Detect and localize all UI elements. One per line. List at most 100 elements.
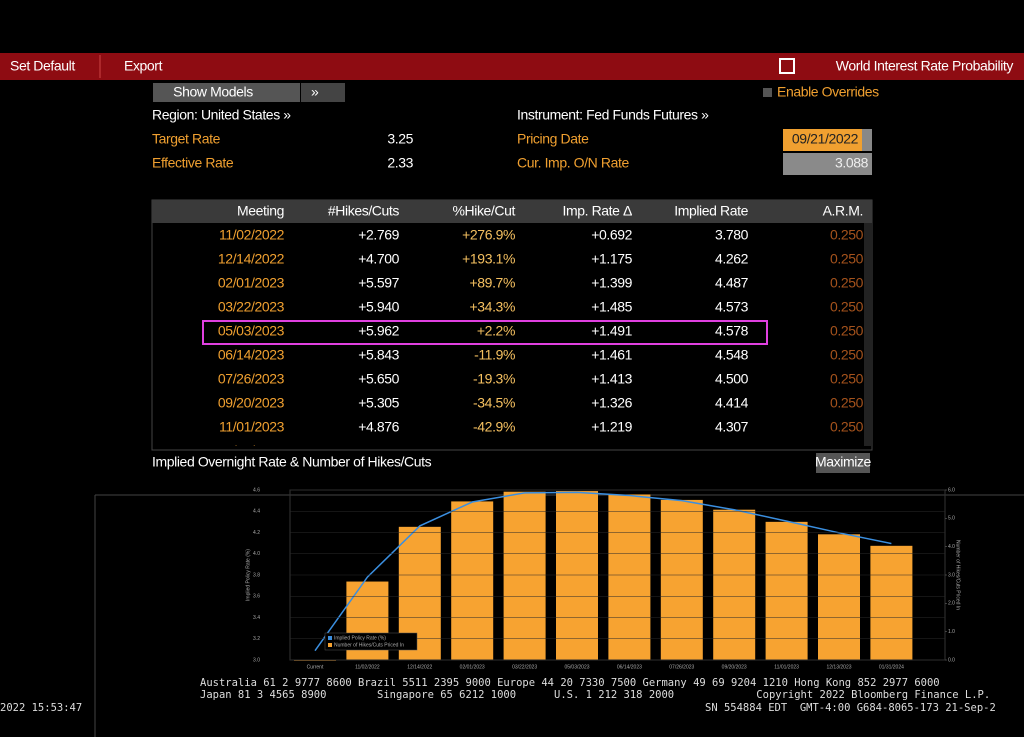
column-header[interactable]: %Hike/Cut [452, 203, 515, 219]
scrollbar[interactable] [864, 223, 872, 446]
y-tick-label: 4.4 [253, 509, 260, 515]
toolbar-button[interactable]: Export [124, 58, 163, 74]
cell: 0.250 [830, 419, 864, 435]
cell: -19.3% [473, 371, 515, 387]
cell: 0.250 [830, 251, 864, 267]
y-tick-label: 3.6 [253, 594, 260, 600]
button-label: Show Models [173, 84, 253, 100]
x-tick-label: 11/02/2022 [355, 664, 380, 670]
maximize-button[interactable] [816, 453, 870, 473]
cell: +5.962 [358, 323, 399, 339]
footer-line: Australia 61 2 9777 8600 Brazil 5511 239… [200, 677, 940, 689]
cell: +4.700 [358, 251, 399, 267]
legend-box [324, 632, 418, 651]
cell: +5.650 [358, 371, 399, 387]
cell: -44.0% [473, 443, 515, 459]
line [314, 491, 892, 652]
footer-line: Japan 81 3 4565 8900 Singapore 65 6212 1… [200, 689, 990, 701]
cell: 4.578 [715, 323, 749, 339]
cell: 02/01/2023 [218, 275, 285, 291]
field-value: 3.25 [387, 131, 413, 147]
cell: 3.780 [715, 227, 749, 243]
rate-input[interactable] [783, 153, 872, 175]
x-tick-label: 09/20/2023 [722, 664, 747, 670]
y2-tick-label: 6.0 [948, 487, 955, 493]
bar [870, 545, 913, 660]
show-models-button[interactable] [153, 83, 300, 102]
bar [818, 534, 860, 660]
cell: +1.175 [591, 251, 632, 267]
checkbox[interactable] [763, 88, 772, 97]
cell: 4.500 [715, 371, 749, 387]
checkbox-label: Enable Overrides [777, 84, 879, 100]
cell: -42.9% [473, 419, 515, 435]
expand-button[interactable] [301, 83, 345, 102]
x-tick-label: Current [307, 664, 324, 670]
timestamp: 2022 15:53:47 [0, 702, 82, 714]
y2-tick-label: 1.0 [948, 629, 955, 635]
y-tick-label: 4.2 [253, 530, 260, 536]
cell: +1.413 [591, 371, 632, 387]
x-tick-label: 02/01/2023 [460, 664, 485, 670]
cell: +1.109 [591, 443, 632, 459]
toolbar-button[interactable]: Set Default [10, 58, 76, 74]
field-label: Effective Rate [152, 155, 234, 171]
row-highlight [202, 320, 768, 345]
cell: 12/14/2022 [218, 251, 285, 267]
window-title: World Interest Rate Probability [836, 58, 1014, 74]
instrument[interactable]: Instrument: Fed Funds Futures » [517, 107, 709, 123]
cell: +0.692 [591, 227, 632, 243]
bar [765, 521, 808, 660]
legend-label: Implied Policy Rate (%) [334, 635, 386, 641]
panel-title: Implied Overnight Rate & Number of Hikes… [152, 454, 432, 470]
cell: 0.250 [830, 395, 864, 411]
legend-swatch [328, 643, 332, 647]
cell: 07/26/2023 [218, 371, 285, 387]
column-header[interactable]: Meeting [237, 203, 284, 219]
y2-tick-label: 4.0 [948, 544, 955, 550]
popout-icon[interactable] [779, 58, 795, 74]
cell: 12/13/2023 [218, 443, 285, 459]
region[interactable]: Region: United States » [152, 107, 292, 123]
x-tick-label: 05/03/2023 [564, 664, 589, 670]
cell: 06/14/2023 [218, 347, 285, 363]
bar [608, 494, 651, 660]
column-header[interactable]: A.R.M. [823, 203, 864, 219]
bar [451, 501, 494, 660]
x-tick-label: 03/22/2023 [512, 664, 537, 670]
column-header[interactable]: Imp. Rate Δ [562, 203, 632, 219]
rate-value: 3.088 [835, 155, 869, 171]
field-label: Pricing Date [517, 131, 589, 147]
date-input[interactable] [783, 129, 862, 151]
legend-swatch [328, 636, 332, 640]
cell: 4.414 [715, 395, 749, 411]
cell: +1.219 [591, 419, 632, 435]
column-header[interactable]: #Hikes/Cuts [328, 203, 400, 219]
calendar-button[interactable] [862, 129, 872, 151]
x-tick-label: 07/26/2023 [669, 664, 694, 670]
cell: -11.9% [474, 347, 515, 363]
cell: +5.597 [358, 275, 399, 291]
y2-axis-title: Number of Hikes/Cuts Priced In [955, 540, 961, 610]
column-header[interactable]: Implied Rate [674, 203, 749, 219]
cell: +5.843 [358, 347, 399, 363]
x-tick-label: 12/14/2022 [407, 664, 432, 670]
bar [713, 509, 756, 660]
table-header [152, 200, 872, 223]
cell: -34.5% [473, 395, 515, 411]
cell: +1.461 [591, 347, 632, 363]
cell: +4.436 [358, 443, 399, 459]
cell: +5.940 [358, 299, 399, 315]
y-tick-label: 4.0 [253, 551, 260, 557]
cell: 0.250 [830, 347, 864, 363]
cell: 4.487 [715, 275, 749, 291]
cell: +2.2% [477, 323, 515, 339]
footer-line: SN 554884 EDT GMT-4:00 G684-8065-173 21-… [705, 702, 996, 714]
cell: +193.1% [462, 251, 515, 267]
y-tick-label: 3.8 [253, 572, 260, 578]
cell: 4.573 [715, 299, 749, 315]
cell: 11/02/2022 [219, 227, 285, 243]
legend-label: Number of Hikes/Cuts Priced In [334, 642, 404, 648]
cell: 0.250 [830, 443, 864, 459]
